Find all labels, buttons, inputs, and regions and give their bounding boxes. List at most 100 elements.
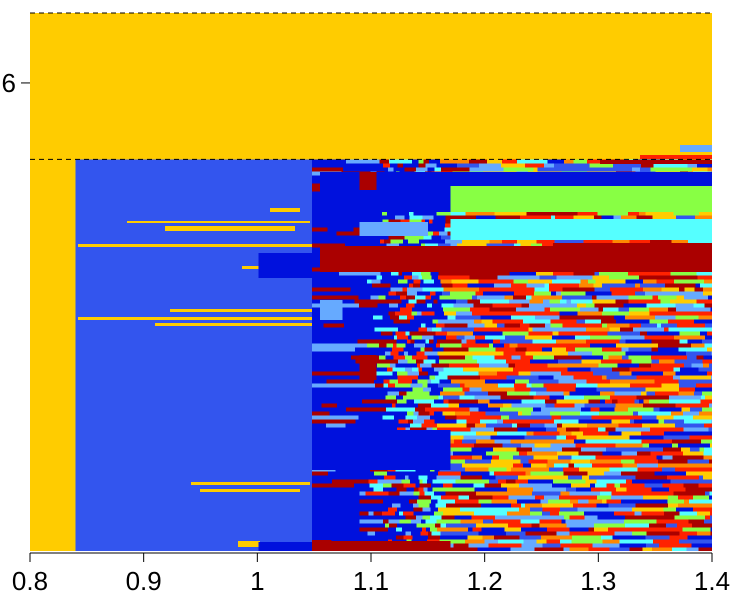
mixed-cell (485, 323, 497, 327)
mixed-cell (569, 527, 588, 531)
mixed-cell (615, 403, 643, 407)
mixed-cell (685, 431, 712, 435)
mixed-cell (467, 283, 493, 287)
mixed-cell (544, 163, 554, 167)
mixed-cell (472, 527, 481, 531)
mixed-cell (624, 303, 647, 307)
mixed-cell (405, 355, 412, 359)
mixed-cell (472, 311, 504, 315)
mixed-cell (627, 331, 640, 335)
mixed-cell (677, 523, 692, 527)
mixed-cell (320, 223, 347, 227)
mixed-cell (698, 275, 712, 279)
mixed-cell (467, 299, 480, 303)
mixed-cell (344, 319, 377, 323)
mixed-cell (576, 487, 591, 491)
mixed-cell (550, 395, 564, 399)
mixed-cell (428, 475, 437, 479)
mixed-cell (602, 347, 621, 351)
mixed-cell (511, 547, 535, 551)
mixed-cell (427, 303, 432, 307)
mixed-cell (469, 543, 489, 547)
darkblue-patch (258, 253, 311, 278)
mixed-cell (542, 347, 552, 351)
mixed-cell (619, 371, 631, 375)
mixed-cell (440, 479, 456, 483)
mixed-cell (386, 323, 397, 327)
mixed-cell (418, 275, 422, 279)
mixed-cell (503, 419, 534, 423)
mixed-cell (572, 539, 603, 543)
mixed-cell (443, 511, 474, 515)
mixed-cell (692, 167, 707, 171)
mixed-cell (659, 359, 675, 363)
mixed-cell (361, 411, 407, 415)
mixed-cell (520, 323, 529, 327)
mixed-cell (312, 223, 321, 227)
mixed-cell (544, 423, 557, 427)
mixed-cell (312, 379, 327, 383)
mixed-cell (524, 539, 537, 543)
mixed-cell (549, 287, 563, 291)
yellow-streak (170, 309, 330, 312)
mixed-cell (387, 343, 393, 347)
mixed-cell (440, 535, 467, 539)
mixed-cell (534, 395, 550, 399)
mixed-cell (710, 443, 712, 447)
mixed-cell (589, 499, 603, 503)
mixed-cell (433, 223, 445, 227)
mixed-cell (557, 423, 562, 427)
mixed-cell (415, 303, 427, 307)
mixed-cell (312, 411, 330, 415)
mixed-cell (528, 331, 552, 335)
mixed-cell (389, 523, 397, 527)
mixed-cell (675, 315, 698, 319)
mixed-cell (556, 351, 568, 355)
mixed-cell (533, 487, 541, 491)
mixed-cell (546, 427, 557, 431)
mixed-cell (397, 163, 403, 167)
mixed-cell (604, 471, 621, 475)
mixed-cell (560, 543, 592, 547)
mixed-cell (560, 491, 569, 495)
mixed-cell (522, 411, 531, 415)
mixed-cell (527, 383, 532, 387)
mixed-cell (596, 295, 628, 299)
mixed-cell (436, 323, 444, 327)
mixed-cell (521, 355, 534, 359)
mixed-cell (419, 479, 422, 483)
mixed-cell (597, 299, 615, 303)
mixed-cell (649, 307, 668, 311)
mixed-cell (621, 499, 640, 503)
mixed-cell (492, 455, 499, 459)
mixed-cell (423, 523, 435, 527)
mixed-cell (402, 287, 407, 291)
mixed-cell (693, 507, 712, 511)
mixed-cell (567, 367, 590, 371)
mixed-cell (570, 515, 585, 519)
mixed-cell (457, 455, 472, 459)
mixed-cell (389, 519, 400, 523)
band-lightblue-left (320, 300, 343, 320)
mixed-cell (574, 463, 592, 467)
mixed-cell (381, 303, 389, 307)
mixed-cell (460, 475, 482, 479)
mixed-cell (444, 311, 456, 315)
mixed-cell (645, 291, 671, 295)
mixed-cell (478, 499, 491, 503)
mixed-cell (406, 499, 409, 503)
mixed-cell (594, 347, 602, 351)
mixed-cell (647, 303, 676, 307)
mixed-cell (406, 415, 417, 419)
mixed-cell (438, 319, 445, 323)
mixed-cell (417, 379, 427, 383)
mixed-cell (698, 367, 711, 371)
mixed-cell (476, 491, 504, 495)
mixed-cell (593, 371, 620, 375)
mixed-cell (528, 479, 553, 483)
mixed-cell (472, 295, 477, 299)
band-darkred-bottom (312, 541, 451, 551)
mixed-cell (541, 407, 550, 411)
mixed-cell (550, 323, 562, 327)
mixed-cell (671, 411, 683, 415)
